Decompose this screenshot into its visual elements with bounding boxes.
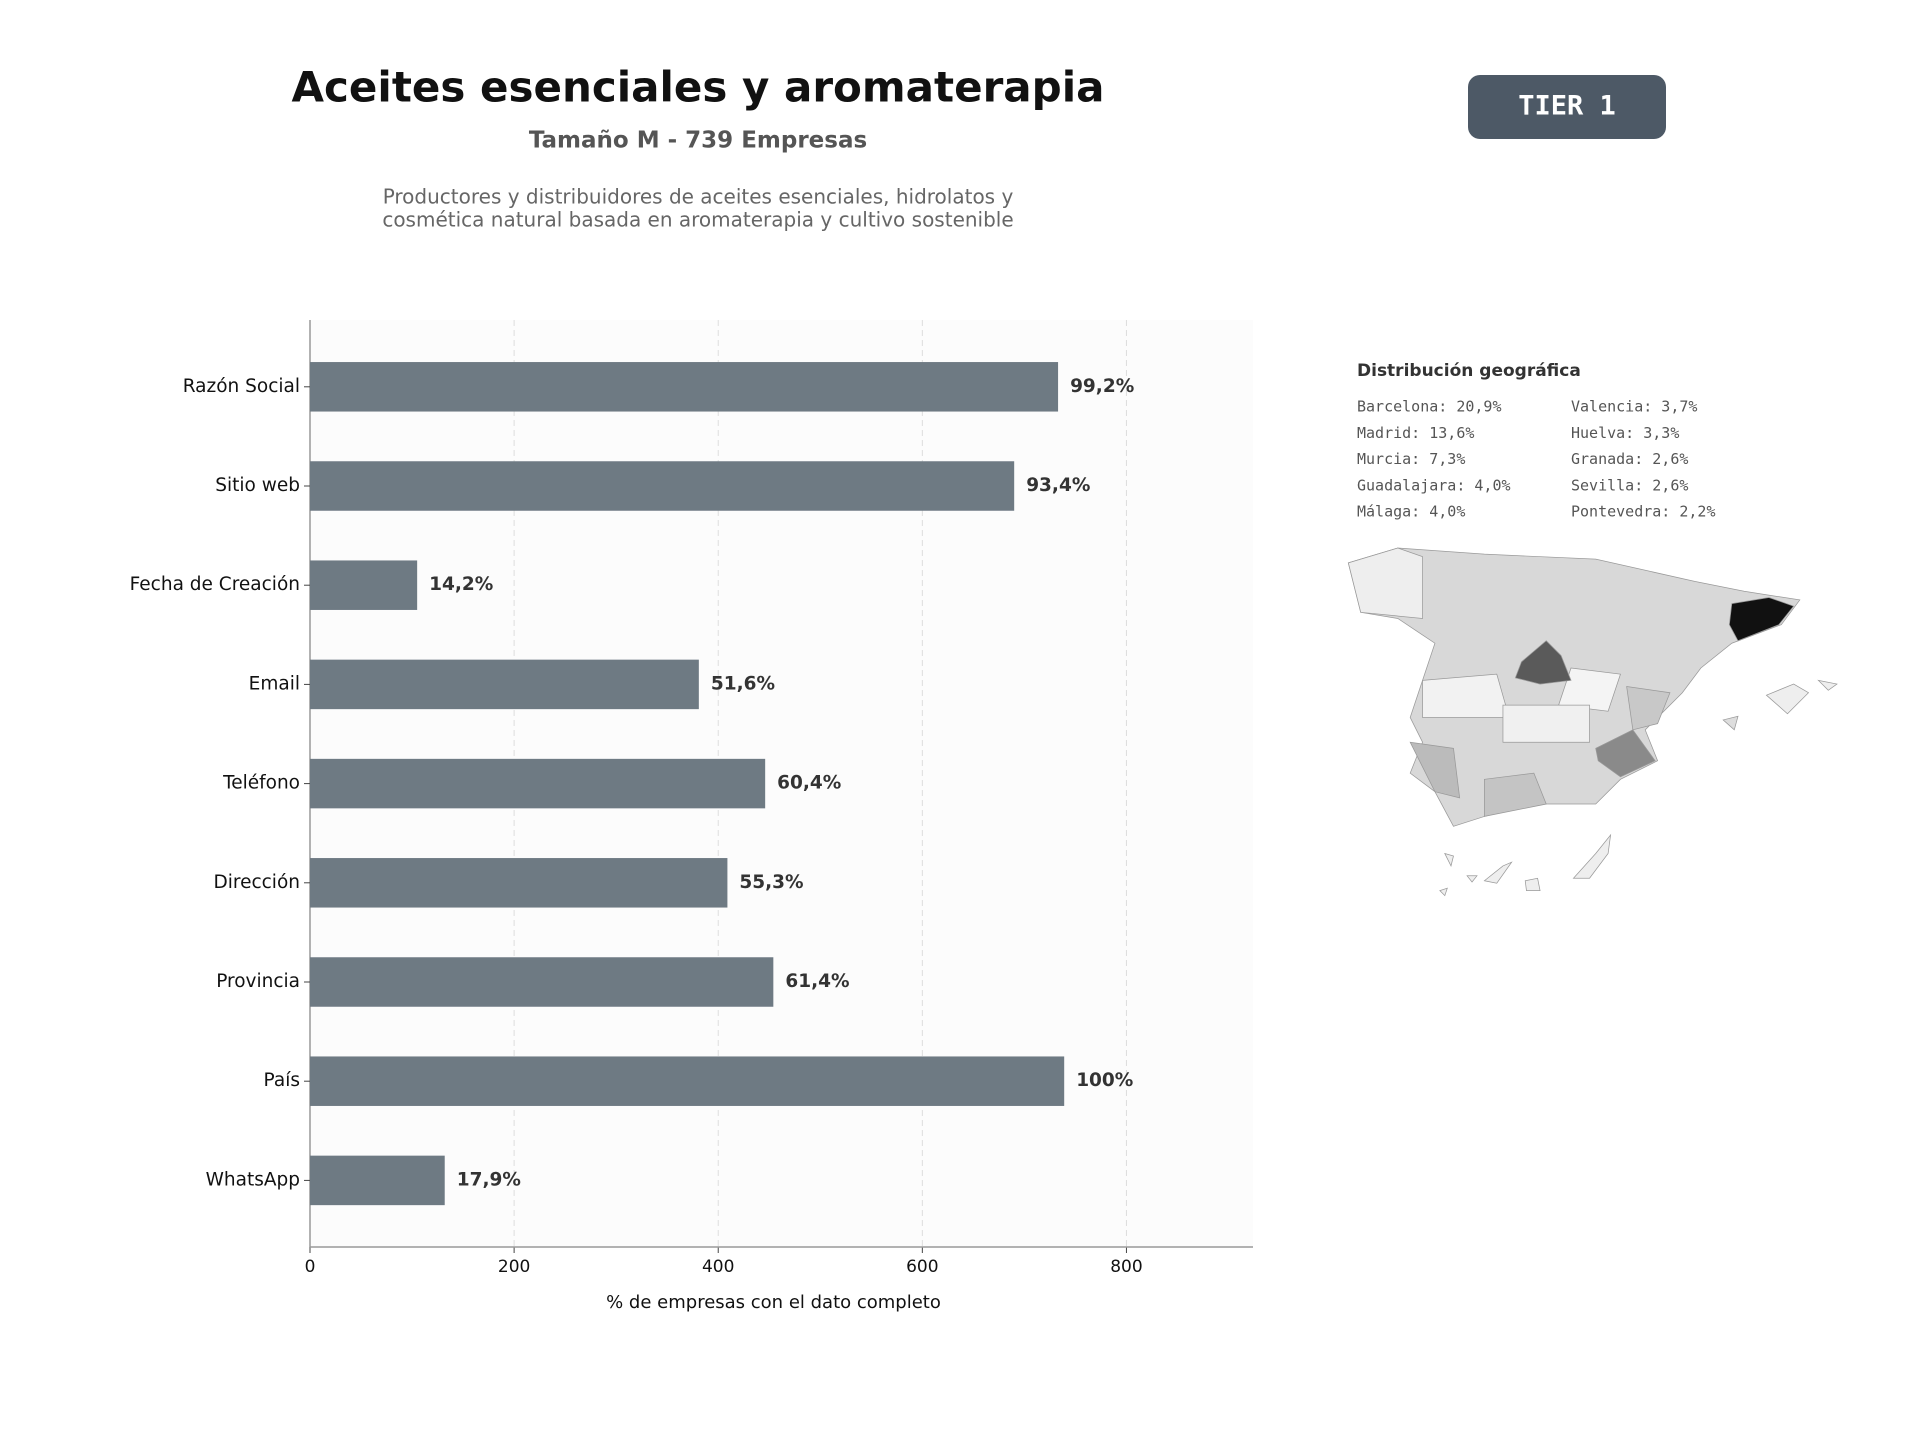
y-tick-label: Fecha de Creación <box>130 574 300 595</box>
y-tick-label: Provincia <box>216 971 300 992</box>
bar <box>310 1056 1065 1106</box>
geo-item: Valencia: 3,7% <box>1571 398 1697 416</box>
y-tick-label: Dirección <box>214 872 301 893</box>
geo-item: Granada: 2,6% <box>1571 450 1688 468</box>
bar <box>310 659 699 710</box>
bar <box>310 758 766 809</box>
geo-title: Distribución geográfica <box>1357 361 1581 381</box>
geo-item: Murcia: 7,3% <box>1357 450 1465 468</box>
geo-item: Sevilla: 2,6% <box>1571 476 1688 494</box>
y-tick-label: Email <box>249 673 300 694</box>
geo-legend: Barcelona: 20,9% Madrid: 13,6% Murcia: 7,3… <box>1357 398 1716 521</box>
x-axis-label: % de empresas con el dato completo <box>606 1292 941 1313</box>
geo-item: Málaga: 4,0% <box>1357 503 1465 521</box>
bar <box>310 1155 445 1206</box>
island <box>1572 833 1612 879</box>
value-label: 60,4% <box>777 773 841 794</box>
region <box>1626 686 1671 731</box>
subtitle: Tamaño M - 739 Empresas <box>529 128 867 154</box>
x-tick-label: 600 <box>906 1257 938 1277</box>
geo-item: Pontevedra: 2,2% <box>1571 503 1716 521</box>
x-tick-label: 800 <box>1110 1257 1142 1277</box>
y-tick-label: Teléfono <box>222 773 300 794</box>
badge-text: TIER 1 <box>1518 91 1616 122</box>
bar <box>310 858 728 908</box>
bar <box>310 461 1015 511</box>
value-label: 100% <box>1076 1070 1133 1091</box>
value-label: 55,3% <box>739 872 803 893</box>
value-label: 51,6% <box>711 673 775 694</box>
region <box>1347 547 1423 619</box>
island <box>1444 852 1454 867</box>
bar <box>310 560 418 610</box>
bar <box>310 957 774 1007</box>
map <box>1347 547 1838 897</box>
region-murcia <box>1595 729 1656 778</box>
region <box>1409 741 1461 799</box>
island <box>1524 877 1541 892</box>
x-tick-label: 200 <box>498 1257 530 1277</box>
y-tick-label: Sitio web <box>215 475 300 496</box>
chart-title: Aceites esenciales y aromaterapia <box>292 63 1105 112</box>
geo-item: Madrid: 13,6% <box>1357 424 1474 442</box>
island <box>1722 715 1739 731</box>
badge <box>1468 75 1666 139</box>
region <box>1558 667 1621 712</box>
region <box>1484 772 1547 817</box>
island <box>1483 861 1513 884</box>
y-tick-label: WhatsApp <box>206 1169 300 1190</box>
x-tick-label: 0 <box>305 1257 316 1277</box>
value-label: 14,2% <box>429 574 493 595</box>
value-label: 99,2% <box>1070 376 1134 397</box>
region <box>1502 704 1590 743</box>
description: Productores y distribuidores de aceites … <box>383 185 1014 209</box>
y-tick-label: País <box>264 1070 300 1091</box>
bar <box>310 362 1059 412</box>
island <box>1439 887 1448 897</box>
region-madrid <box>1514 640 1572 685</box>
value-label: 17,9% <box>457 1169 521 1190</box>
island <box>1765 683 1810 715</box>
description: cosmética natural basada en aromaterapia… <box>382 208 1013 232</box>
value-label: 61,4% <box>785 971 849 992</box>
value-label: 93,4% <box>1026 475 1090 496</box>
y-tick-label: Razón Social <box>183 376 300 397</box>
geo-item: Barcelona: 20,9% <box>1357 398 1502 416</box>
island <box>1466 875 1478 883</box>
region <box>1422 673 1510 718</box>
geo-item: Guadalajara: 4,0% <box>1357 476 1511 494</box>
region-barcelona <box>1728 597 1795 642</box>
x-tick-label: 400 <box>702 1257 734 1277</box>
geo-item: Huelva: 3,3% <box>1571 424 1679 442</box>
island <box>1817 679 1838 691</box>
